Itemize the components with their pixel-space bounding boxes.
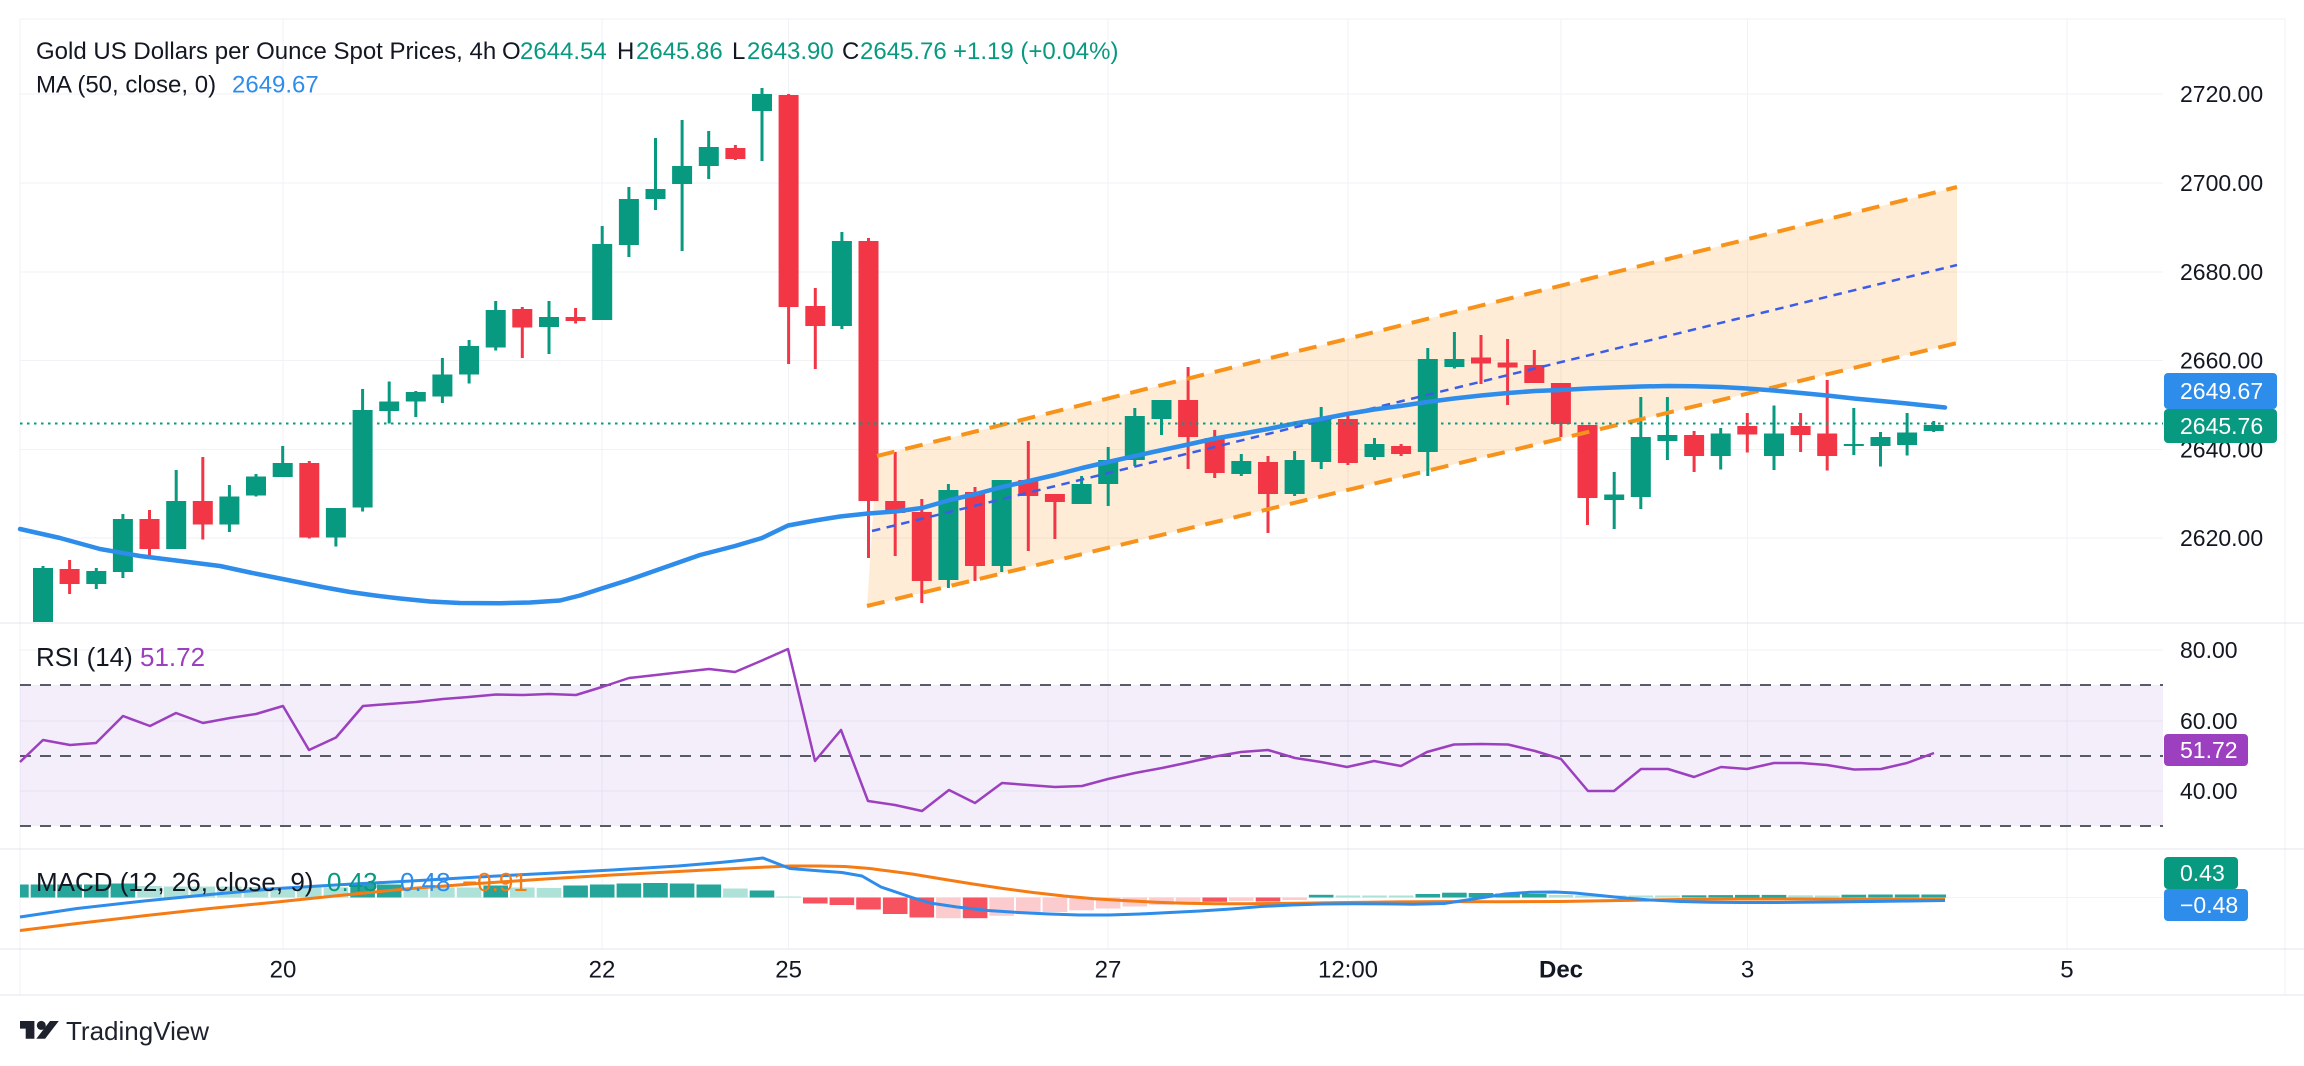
svg-text:−0.48: −0.48 (2180, 892, 2238, 918)
svg-text:RSI (14): RSI (14) (36, 642, 133, 672)
svg-text:2649.67: 2649.67 (232, 72, 319, 99)
svg-text:40.00: 40.00 (2180, 778, 2238, 804)
svg-text:27: 27 (1095, 957, 1122, 984)
svg-text:Gold US Dollars per Ounce Spot: Gold US Dollars per Ounce Spot Prices, 4… (36, 38, 496, 65)
svg-text:5: 5 (2060, 957, 2073, 984)
svg-text:2660.00: 2660.00 (2180, 348, 2263, 374)
svg-text:0.43: 0.43 (2180, 860, 2225, 886)
svg-text:22: 22 (589, 957, 616, 984)
svg-text:O: O (502, 38, 521, 65)
svg-text:20: 20 (270, 957, 297, 984)
svg-text:3: 3 (1741, 957, 1754, 984)
svg-text:2720.00: 2720.00 (2180, 81, 2263, 107)
svg-text:H: H (617, 38, 634, 65)
svg-text:2620.00: 2620.00 (2180, 525, 2263, 551)
svg-text:2643.90: 2643.90 (747, 38, 834, 65)
svg-text:80.00: 80.00 (2180, 637, 2238, 663)
svg-text:+1.19 (+0.04%): +1.19 (+0.04%) (953, 38, 1118, 65)
svg-text:12:00: 12:00 (1318, 957, 1378, 984)
svg-text:25: 25 (775, 957, 802, 984)
svg-text:60.00: 60.00 (2180, 708, 2238, 734)
svg-text:0.48: 0.48 (400, 867, 451, 897)
svg-text:C: C (842, 38, 859, 65)
svg-text:2645.86: 2645.86 (636, 38, 723, 65)
svg-text:MACD (12, 26, close, 9): MACD (12, 26, close, 9) (36, 867, 313, 897)
svg-text:2700.00: 2700.00 (2180, 170, 2263, 196)
svg-text:TradingView: TradingView (66, 1016, 209, 1046)
svg-text:2645.76: 2645.76 (2180, 413, 2263, 439)
svg-text:L: L (732, 38, 745, 65)
svg-text:−0.91: −0.91 (462, 867, 528, 897)
svg-text:51.72: 51.72 (140, 642, 205, 672)
svg-text:2645.76: 2645.76 (860, 38, 947, 65)
svg-text:2649.67: 2649.67 (2180, 378, 2263, 404)
svg-text:51.72: 51.72 (2180, 737, 2238, 763)
svg-text:0.43: 0.43 (327, 867, 378, 897)
svg-text:2644.54: 2644.54 (520, 38, 607, 65)
svg-text:Dec: Dec (1539, 957, 1583, 984)
svg-text:2680.00: 2680.00 (2180, 259, 2263, 285)
svg-text:MA (50, close, 0): MA (50, close, 0) (36, 72, 216, 99)
